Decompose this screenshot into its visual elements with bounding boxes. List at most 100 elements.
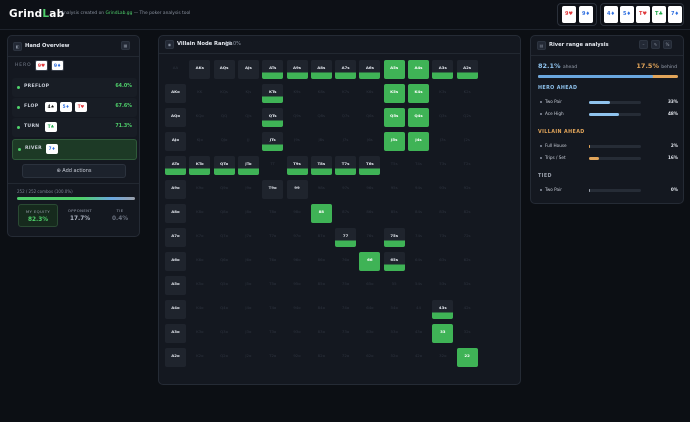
range-cell-empty[interactable]: 84s bbox=[415, 209, 422, 214]
range-cell-empty[interactable]: Q7s bbox=[341, 113, 350, 118]
range-cell-empty[interactable]: T5s bbox=[390, 161, 398, 166]
range-cell-t9o[interactable]: T9o bbox=[262, 180, 284, 199]
hero-card[interactable]: 9♥ bbox=[562, 6, 576, 23]
range-cell-kts[interactable]: KTs bbox=[262, 84, 284, 103]
range-cell-empty[interactable]: 54o bbox=[390, 305, 398, 310]
range-cell-a9o[interactable]: A9o bbox=[165, 180, 186, 199]
range-cell-q5s[interactable]: Q5s bbox=[383, 108, 405, 127]
range-cell-empty[interactable]: KK bbox=[197, 89, 203, 94]
calendar-icon[interactable]: ▦ bbox=[121, 41, 130, 50]
range-cell-empty[interactable]: J4o bbox=[245, 305, 252, 310]
range-cell-empty[interactable]: KJo bbox=[196, 137, 203, 142]
range-cell-a4o[interactable]: A4o bbox=[165, 300, 186, 319]
range-cell-empty[interactable]: J2o bbox=[245, 353, 252, 358]
range-cell-empty[interactable]: 94s bbox=[415, 185, 422, 190]
range-cell-empty[interactable]: 76o bbox=[341, 257, 350, 262]
logo[interactable]: GrindLab bbox=[9, 8, 65, 20]
street-row-river[interactable]: RIVER 7♦ bbox=[12, 139, 137, 160]
range-cell-empty[interactable]: 63s bbox=[439, 257, 447, 262]
range-cell-empty[interactable]: 73s bbox=[439, 233, 447, 238]
range-cell-a6s[interactable]: A6s bbox=[359, 60, 381, 79]
range-cell-empty[interactable]: J9s bbox=[294, 137, 300, 142]
range-cell-qto[interactable]: QTo bbox=[213, 156, 235, 175]
range-cell-t8s[interactable]: T8s bbox=[310, 156, 332, 175]
range-cell-empty[interactable]: Q6s bbox=[366, 113, 374, 118]
range-cell-empty[interactable]: 72o bbox=[341, 353, 350, 358]
range-cell-empty[interactable]: 53s bbox=[439, 281, 447, 286]
range-cell-empty[interactable]: J8o bbox=[245, 209, 252, 214]
board-card[interactable]: 5♦ bbox=[620, 6, 634, 23]
range-cell-empty[interactable]: J2s bbox=[464, 137, 470, 142]
range-cell-empty[interactable]: K3s bbox=[439, 89, 447, 94]
range-cell-qts[interactable]: QTs bbox=[262, 108, 284, 127]
range-cell-empty[interactable]: K9s bbox=[293, 89, 301, 94]
range-cell-empty[interactable]: 32s bbox=[463, 329, 471, 334]
range-cell-empty[interactable]: 83s bbox=[439, 209, 447, 214]
range-cell-empty[interactable]: 43o bbox=[414, 329, 423, 334]
range-cell-empty[interactable]: J7o bbox=[245, 233, 252, 238]
board-card[interactable]: 4♦ bbox=[604, 6, 618, 23]
range-cell-empty[interactable]: KQo bbox=[195, 113, 204, 118]
range-cell-empty[interactable]: K2o bbox=[196, 353, 204, 358]
range-cell-a7s[interactable]: A7s bbox=[335, 60, 357, 79]
range-cell-empty[interactable]: T6o bbox=[269, 257, 277, 262]
range-cell-43s[interactable]: 43s bbox=[432, 300, 454, 319]
range-cell-a3o[interactable]: A3o bbox=[165, 324, 186, 343]
range-cell-empty[interactable]: 54s bbox=[415, 281, 422, 286]
range-cell-empty[interactable]: 55 bbox=[391, 281, 397, 286]
range-cell-ats[interactable]: ATs bbox=[262, 60, 284, 79]
range-cell-empty[interactable]: 93o bbox=[293, 329, 301, 334]
range-cell-empty[interactable]: 62o bbox=[366, 353, 374, 358]
pin-icon[interactable]: ✎ bbox=[651, 40, 660, 49]
board-card[interactable]: 7♦ bbox=[668, 6, 682, 23]
range-cell-77[interactable]: 77 bbox=[335, 228, 357, 247]
range-cell-a2s[interactable]: A2s bbox=[456, 60, 478, 79]
range-cell-a5s[interactable]: A5s bbox=[383, 60, 405, 79]
range-cell-empty[interactable]: 42o bbox=[414, 353, 423, 358]
range-cell-empty[interactable]: 83o bbox=[317, 329, 325, 334]
range-cell-empty[interactable]: K3o bbox=[196, 329, 204, 334]
range-cell-empty[interactable]: 32o bbox=[439, 353, 447, 358]
range-cell-empty[interactable]: T2s bbox=[463, 161, 471, 166]
range-cell-empty[interactable]: K6o bbox=[196, 257, 204, 262]
range-cell-aqo[interactable]: AQo bbox=[165, 108, 186, 127]
range-cell-empty[interactable]: 86s bbox=[366, 209, 374, 214]
range-cell-empty[interactable]: 96o bbox=[293, 257, 301, 262]
range-cell-k4s[interactable]: K4s bbox=[408, 84, 429, 103]
range-cell-65s[interactable]: 65s bbox=[383, 252, 405, 271]
range-cell-empty[interactable]: 53o bbox=[390, 329, 398, 334]
range-cell-empty[interactable]: 82o bbox=[317, 353, 325, 358]
range-cell-empty[interactable]: K7o bbox=[196, 233, 204, 238]
range-cell-ajo[interactable]: AJo bbox=[165, 132, 186, 151]
range-cell-a9s[interactable]: A9s bbox=[286, 60, 308, 79]
range-cell-aks[interactable]: AKs bbox=[189, 60, 211, 79]
range-cell-empty[interactable]: K8s bbox=[317, 89, 325, 94]
range-cell-empty[interactable]: 95o bbox=[293, 281, 301, 286]
range-cell-empty[interactable]: 87o bbox=[317, 233, 325, 238]
range-cell-empty[interactable]: 97s bbox=[342, 185, 350, 190]
range-cell-empty[interactable]: QQ bbox=[221, 113, 228, 118]
range-cell-empty[interactable]: 94o bbox=[293, 305, 301, 310]
range-cell-empty[interactable]: 85s bbox=[390, 209, 398, 214]
range-cell-t9s[interactable]: T9s bbox=[286, 156, 308, 175]
range-cell-empty[interactable]: 65o bbox=[366, 281, 374, 286]
range-cell-a3s[interactable]: A3s bbox=[432, 60, 454, 79]
range-cell-empty[interactable]: AA bbox=[172, 65, 179, 70]
add-actions-button[interactable]: ⊕ Add actions bbox=[22, 164, 126, 178]
range-cell-k5s[interactable]: K5s bbox=[383, 84, 405, 103]
range-cell-empty[interactable]: T4s bbox=[415, 161, 422, 166]
range-cell-22[interactable]: 22 bbox=[456, 348, 478, 367]
range-cell-empty[interactable]: T2o bbox=[269, 353, 277, 358]
board-card[interactable]: T♥ bbox=[636, 6, 650, 23]
range-cell-kto[interactable]: KTo bbox=[189, 156, 211, 175]
range-cell-j5s[interactable]: J5s bbox=[383, 132, 405, 151]
range-cell-empty[interactable]: Q2s bbox=[463, 113, 471, 118]
range-cell-ako[interactable]: AKo bbox=[165, 84, 186, 103]
range-cell-a4s[interactable]: A4s bbox=[408, 60, 429, 79]
range-cell-empty[interactable]: T4o bbox=[269, 305, 277, 310]
range-cell-empty[interactable]: 73o bbox=[341, 329, 350, 334]
range-cell-ato[interactable]: ATo bbox=[165, 156, 186, 175]
range-cell-empty[interactable]: 72s bbox=[463, 233, 471, 238]
range-cell-ajs[interactable]: AJs bbox=[237, 60, 259, 79]
range-cell-empty[interactable]: K9o bbox=[196, 185, 204, 190]
